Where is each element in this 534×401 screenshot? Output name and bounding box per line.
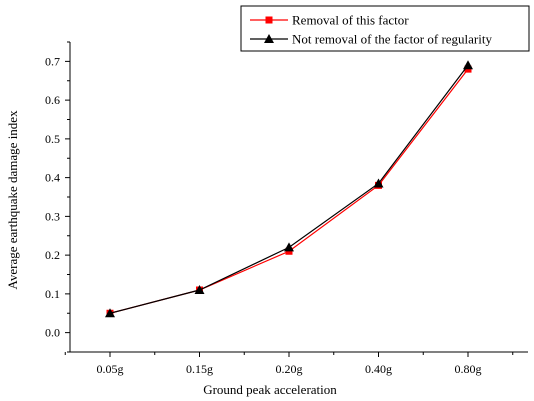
y-tick-label: 0.5 [45,132,60,146]
legend: Removal of this factor Not removal of the… [240,5,530,52]
x-tick-label: 0.15g [186,362,213,376]
legend-label: Removal of this factor [292,13,409,28]
legend-entry: Not removal of the factor of regularity [250,32,492,47]
series-2 [105,60,473,318]
data-point [194,285,205,294]
data-point [463,60,473,70]
x-tick-label: 0.80g [455,362,482,376]
y-tick-label: 0.0 [45,326,60,340]
x-tick-label: 0.05g [97,362,124,376]
legend-entry: Removal of this factor [250,13,409,28]
x-tick-label: 0.40g [365,362,392,376]
y-tick-label: 0.3 [45,209,60,223]
legend-marker [265,16,273,24]
y-axis-label: Average earthquake damage index [5,110,20,290]
x-axis-label: Ground peak acceleration [203,382,337,397]
series-1 [106,65,472,317]
legend-box [240,5,530,52]
data-point [373,178,384,188]
y-tick-label: 0.1 [45,287,60,301]
legend-label: Not removal of the factor of regularity [292,32,492,47]
series-layer [105,60,473,318]
y-tick-label: 0.2 [45,248,60,262]
series-line [109,68,469,314]
data-point [105,308,115,318]
y-tick-label: 0.6 [45,93,60,107]
x-tick-label: 0.20g [276,362,303,376]
axes: 0.0 0.1 0.2 0.3 0.4 0.5 0.6 0.7 0.05g 0.15g 0.20g 0… [45,41,528,376]
y-tick-label: 0.7 [45,54,60,68]
y-tick-label: 0.4 [45,171,60,185]
data-point [284,242,294,252]
series-line [109,64,469,314]
legend-marker [264,34,274,43]
